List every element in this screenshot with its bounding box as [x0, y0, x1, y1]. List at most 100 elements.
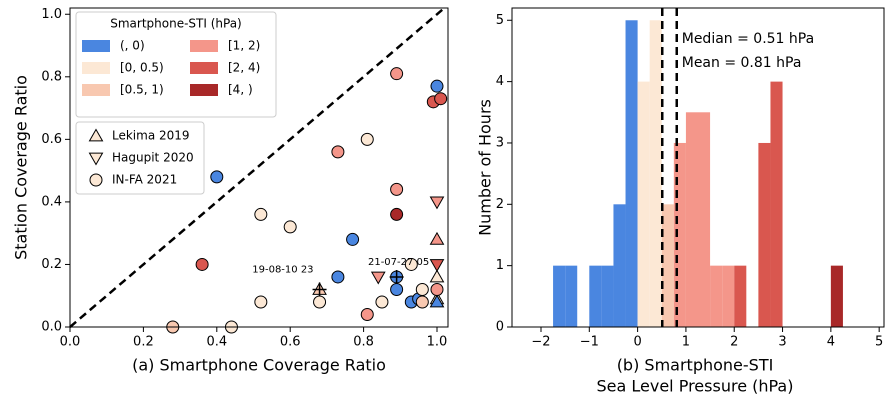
point: [429, 294, 445, 308]
legend-label: IN-FA 2021: [112, 173, 177, 187]
x-axis-label: (b) Smartphone-STI: [617, 356, 774, 375]
diagonal: [69, 7, 446, 328]
bar: [758, 142, 771, 327]
x-tick-label: −1: [580, 335, 599, 350]
x-tick-label: 0.2: [133, 335, 154, 350]
point: [360, 307, 374, 321]
bar: [722, 265, 735, 327]
highlight-cross: [389, 269, 404, 284]
bar: [565, 265, 578, 327]
plot-frame: [69, 7, 449, 328]
x-axis-label: (a) Smartphone Coverage Ratio: [132, 356, 386, 375]
legend-label: [2, 4): [228, 61, 260, 75]
annotation: 19-08-10 23: [252, 264, 313, 275]
legend-swatch: [82, 40, 110, 52]
bar: [649, 20, 662, 328]
y-tick-label: 0: [496, 320, 504, 335]
legend-label: (, 0): [120, 39, 145, 53]
point: [404, 257, 418, 271]
legend-label: [0, 0.5): [120, 61, 164, 75]
bar: [625, 20, 638, 328]
point: [283, 220, 297, 234]
y-tick-label: 2: [496, 197, 504, 212]
point: [313, 295, 327, 309]
point: [331, 270, 345, 284]
bar: [710, 265, 723, 327]
legend-label: [0.5, 1): [120, 83, 164, 97]
x-tick-label: 0.4: [206, 335, 227, 350]
point: [390, 67, 404, 81]
x-tick-label: 1: [682, 335, 690, 350]
bar: [553, 265, 566, 327]
y-tick-label: 3: [496, 135, 504, 150]
y-tick-label: 0.0: [41, 320, 62, 335]
y-tick-label: 0.4: [41, 194, 62, 209]
x-tick-label: 0.6: [280, 335, 301, 350]
x-tick-label: 2: [730, 335, 738, 350]
x-tick-label: 5: [875, 335, 883, 350]
point: [415, 295, 429, 309]
legend-label: Hagupit 2020: [112, 151, 194, 165]
legend-marker: [88, 128, 104, 142]
legend-box: [75, 11, 277, 118]
bar: [734, 265, 747, 327]
x-tick-label: 3: [778, 335, 786, 350]
legend-marker: [88, 152, 104, 166]
point: [375, 295, 389, 309]
y-tick-label: 4: [496, 74, 504, 89]
point: [429, 269, 445, 283]
point: [429, 196, 445, 210]
x-tick-label: 1.0: [427, 335, 448, 350]
legend-swatch: [82, 62, 110, 74]
legend-swatch: [190, 40, 218, 52]
legend-swatch: [190, 84, 218, 96]
highlight-cross: [312, 282, 327, 297]
point: [195, 257, 209, 271]
median-label: Median = 0.51 hPa: [682, 31, 814, 47]
legend-marker: [89, 173, 103, 187]
point: [360, 132, 374, 146]
point: [210, 170, 224, 184]
mean-label: Mean = 0.81 hPa: [682, 55, 802, 71]
legend-label: [4, ): [228, 83, 253, 97]
bar: [589, 265, 602, 327]
point: [390, 282, 404, 296]
bar: [601, 265, 614, 327]
bar: [685, 112, 698, 328]
y-axis-label: Station Coverage Ratio: [12, 75, 31, 260]
x-tick-label: 0: [633, 335, 641, 350]
x-tick-label: 0.0: [60, 335, 81, 350]
x-tick-label: −2: [531, 335, 550, 350]
bar: [637, 81, 650, 327]
bar: [770, 81, 783, 327]
legend-swatch: [190, 62, 218, 74]
point: [434, 92, 448, 106]
annotation: 21-07-27 05: [368, 257, 429, 268]
x-axis-label: Sea Level Pressure (hPa): [597, 377, 794, 396]
bar: [613, 204, 626, 327]
point: [346, 232, 360, 246]
point: [429, 231, 445, 245]
bar: [698, 112, 711, 328]
x-tick-label: 4: [827, 335, 835, 350]
point: [430, 79, 444, 93]
point: [331, 145, 345, 159]
point: [390, 182, 404, 196]
point: [390, 207, 404, 221]
y-tick-label: 1.0: [41, 7, 62, 22]
legend-swatch: [82, 84, 110, 96]
x-tick-label: 0.8: [353, 335, 374, 350]
y-tick-label: 0.2: [41, 257, 62, 272]
y-tick-label: 5: [496, 13, 504, 28]
bar: [830, 265, 843, 327]
point: [430, 282, 444, 296]
bar: [661, 204, 674, 327]
point: [429, 259, 445, 272]
y-tick-label: 0.8: [41, 69, 62, 84]
point: [254, 207, 268, 221]
y-axis-label: Number of Hours: [476, 99, 495, 236]
y-tick-label: 0.6: [41, 132, 62, 147]
point: [370, 271, 386, 285]
legend-title: Smartphone-STI (hPa): [110, 17, 242, 31]
